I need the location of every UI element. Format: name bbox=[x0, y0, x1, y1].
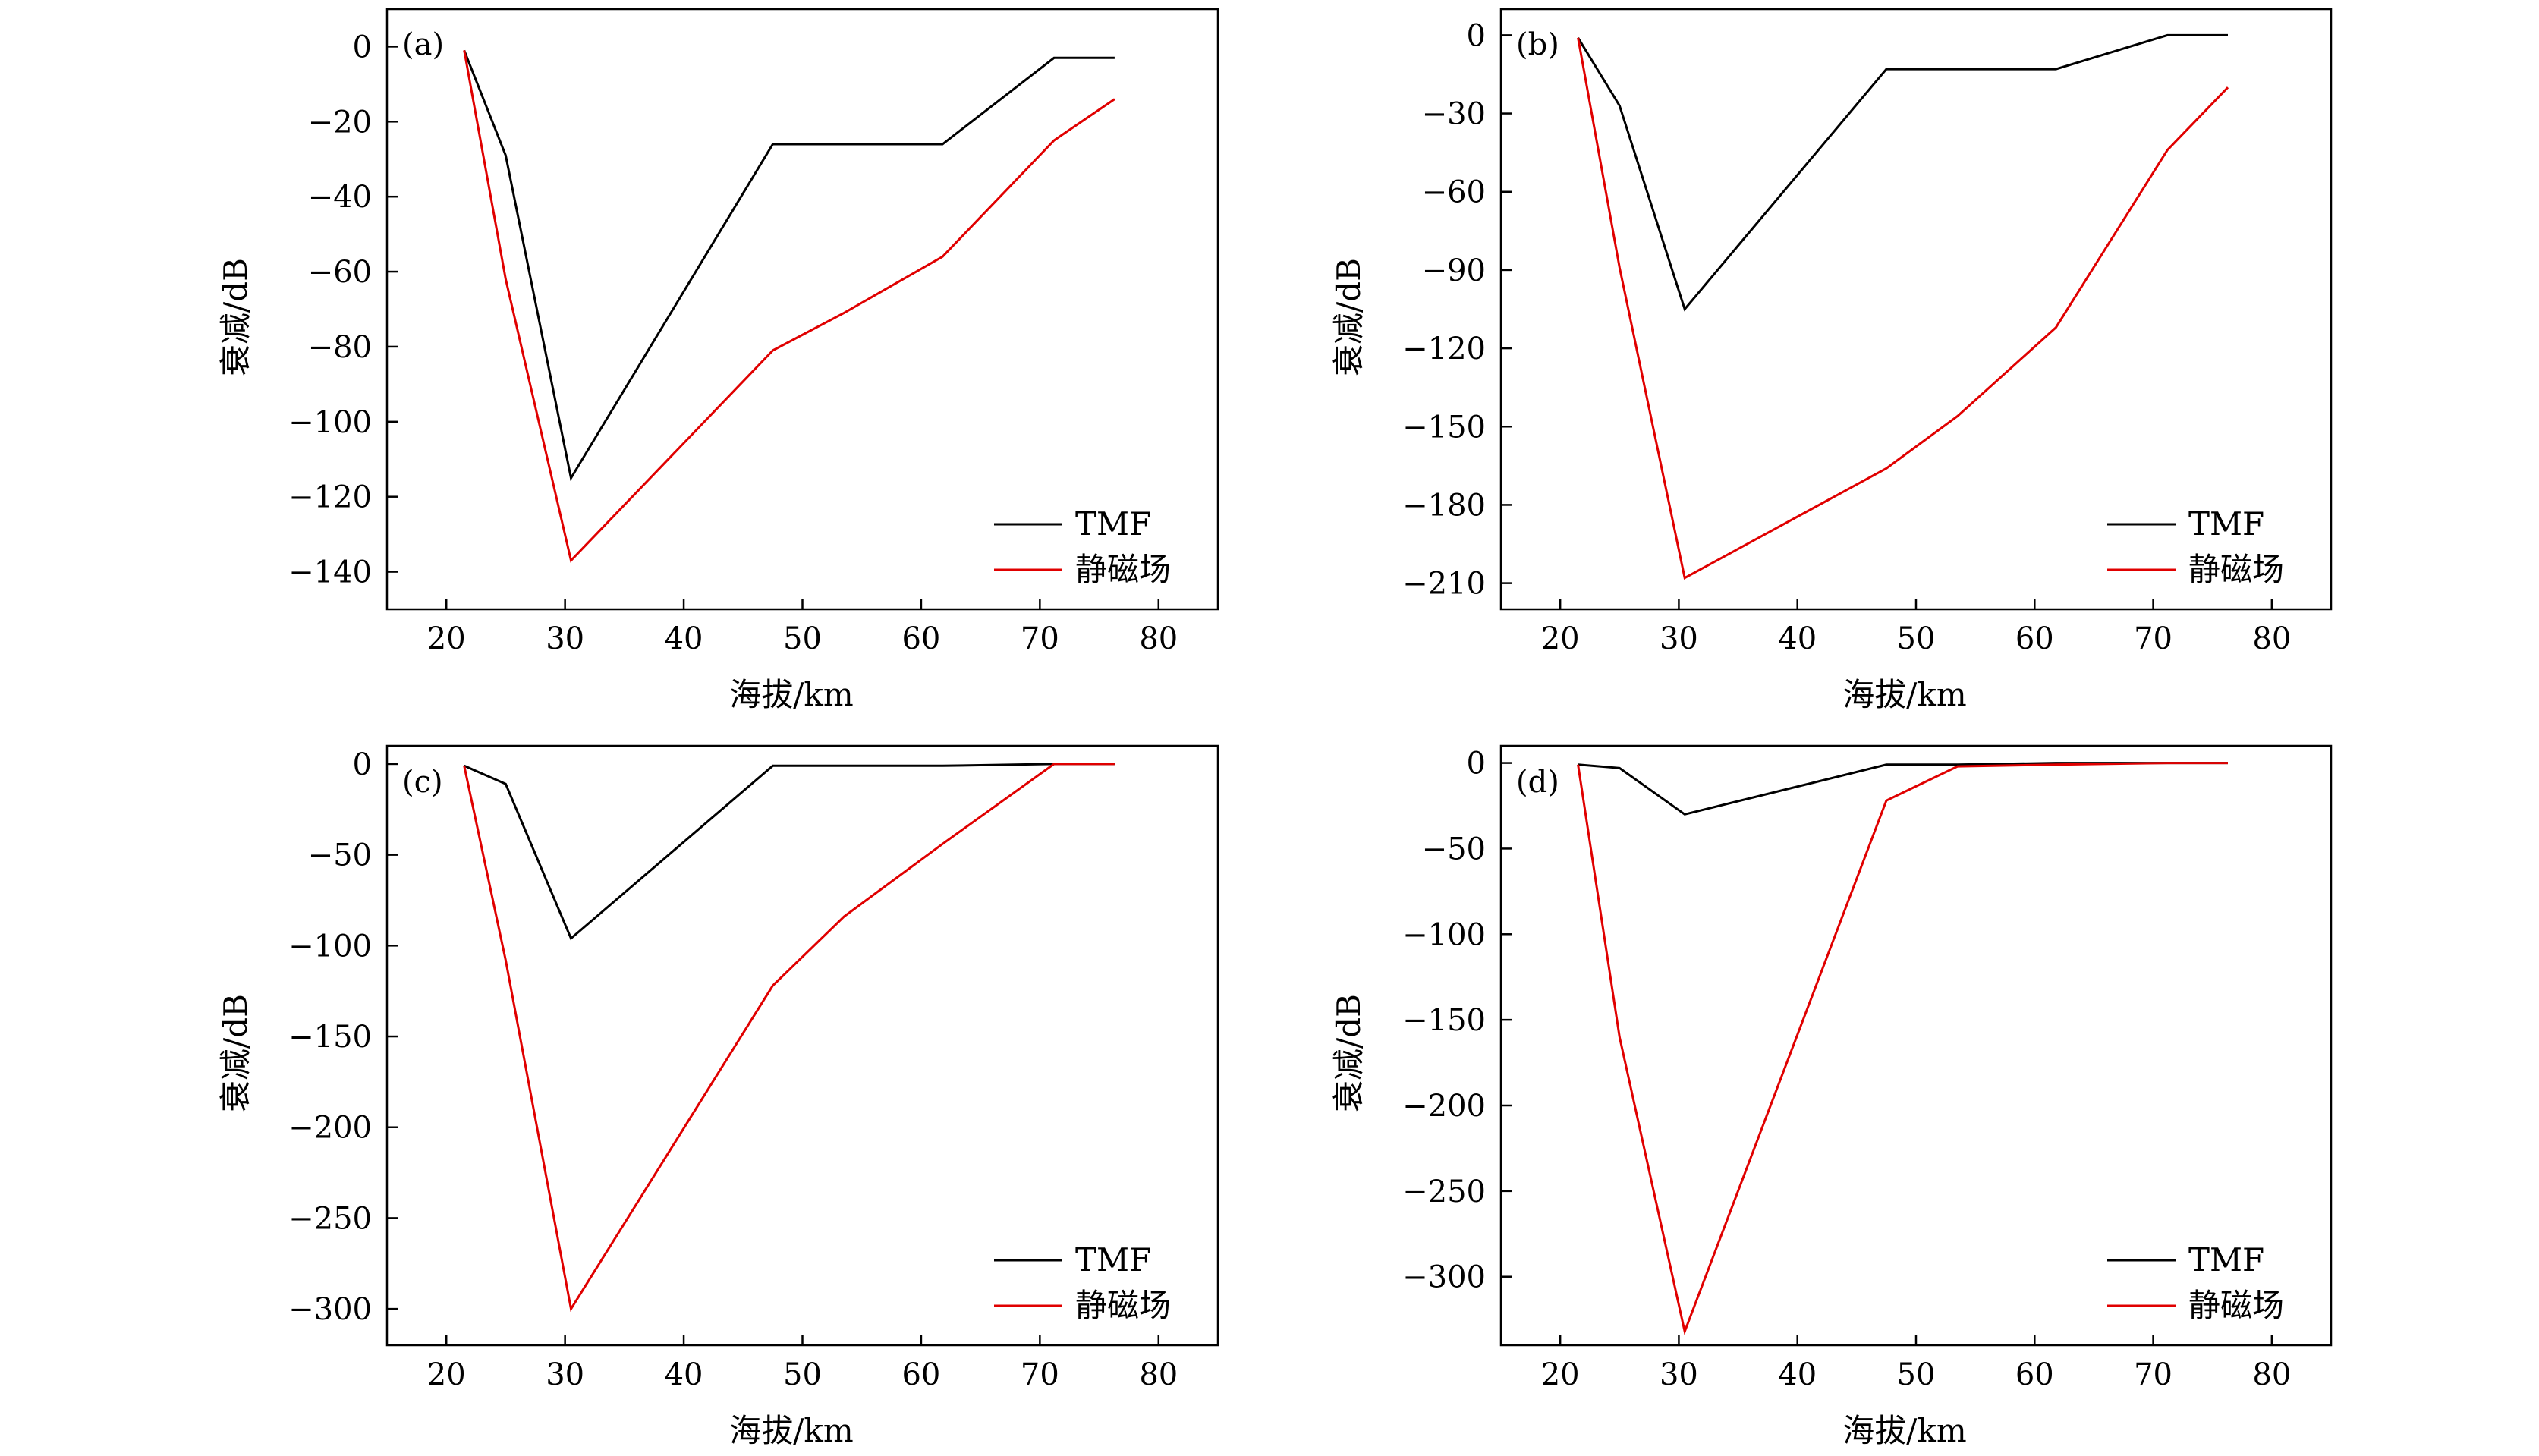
y-tick-label: −50 bbox=[308, 838, 372, 873]
x-axis-label: 海拔/km bbox=[1842, 1412, 1966, 1449]
y-tick-label: −60 bbox=[308, 255, 372, 290]
series-line-tmf bbox=[464, 763, 1115, 941]
y-tick-label: 0 bbox=[1467, 18, 1486, 53]
x-tick-label: 20 bbox=[427, 1357, 466, 1392]
series-line-static-field bbox=[463, 50, 1115, 563]
x-tick-label: 20 bbox=[1541, 621, 1580, 656]
x-tick-label: 60 bbox=[2015, 621, 2054, 656]
x-tick-label: 50 bbox=[1897, 1357, 1936, 1392]
y-axis-label: 衰减/dB bbox=[1330, 994, 1367, 1112]
panel-label: (a) bbox=[402, 27, 444, 62]
x-tick-label: 60 bbox=[901, 1357, 940, 1392]
x-tick-label: 40 bbox=[1778, 1357, 1817, 1392]
series-line-static-field bbox=[463, 763, 1115, 1313]
y-tick-label: 0 bbox=[353, 747, 372, 782]
x-tick-label: 80 bbox=[1139, 621, 1178, 656]
x-tick-label: 70 bbox=[1021, 1357, 1059, 1392]
x-tick-label: 30 bbox=[546, 1357, 584, 1392]
y-axis-label: 衰减/dB bbox=[217, 258, 254, 376]
x-tick-label: 80 bbox=[2252, 621, 2291, 656]
x-tick-label: 70 bbox=[1021, 621, 1059, 656]
panel-label: (b) bbox=[1516, 27, 1559, 62]
series-line-static-field bbox=[1577, 762, 2228, 1336]
x-tick-label: 60 bbox=[2015, 1357, 2054, 1392]
x-tick-label: 80 bbox=[2252, 1357, 2291, 1392]
legend-label: 静磁场 bbox=[2188, 551, 2284, 588]
legend-label: TMF bbox=[1075, 1241, 1151, 1278]
y-tick-label: −80 bbox=[308, 330, 372, 365]
x-tick-label: 20 bbox=[427, 621, 466, 656]
x-axis-label: 海拔/km bbox=[729, 1412, 853, 1449]
y-tick-label: −140 bbox=[288, 555, 372, 590]
y-axis-label: 衰减/dB bbox=[1330, 258, 1367, 376]
x-tick-label: 50 bbox=[783, 621, 822, 656]
series-line-static-field bbox=[1577, 37, 2229, 580]
series-line-tmf bbox=[1577, 33, 2228, 312]
y-tick-label: 0 bbox=[353, 30, 372, 64]
legend-label: 静磁场 bbox=[1075, 551, 1171, 588]
y-tick-label: −200 bbox=[288, 1111, 372, 1146]
x-tick-label: 30 bbox=[1660, 1357, 1698, 1392]
y-tick-label: −20 bbox=[308, 105, 372, 140]
x-axis-label: 海拔/km bbox=[729, 676, 853, 713]
panel-label: (d) bbox=[1516, 765, 1559, 800]
y-tick-label: −50 bbox=[1422, 832, 1486, 866]
x-tick-label: 70 bbox=[2134, 1357, 2172, 1392]
x-tick-label: 40 bbox=[665, 1357, 703, 1392]
y-tick-label: −250 bbox=[1402, 1175, 1486, 1209]
y-tick-label: −100 bbox=[288, 405, 372, 440]
y-tick-label: −300 bbox=[288, 1292, 372, 1327]
x-tick-label: 40 bbox=[1778, 621, 1817, 656]
y-tick-label: −120 bbox=[1402, 332, 1486, 366]
y-tick-label: −200 bbox=[1402, 1089, 1486, 1124]
x-tick-label: 40 bbox=[665, 621, 703, 656]
y-tick-label: −30 bbox=[1422, 97, 1486, 132]
y-tick-label: −250 bbox=[288, 1201, 372, 1236]
chart-panel: (a) 海拔/km 衰减/dB 20 30 40 50 60 70 80 0 −20 −40 −60… bbox=[217, 8, 1219, 713]
panel-label: (c) bbox=[402, 765, 443, 800]
x-tick-label: 30 bbox=[546, 621, 584, 656]
x-tick-label: 50 bbox=[783, 1357, 822, 1392]
x-tick-label: 20 bbox=[1541, 1357, 1580, 1392]
y-tick-label: −150 bbox=[1402, 1003, 1486, 1038]
legend-label: 静磁场 bbox=[1075, 1287, 1171, 1324]
y-tick-label: −100 bbox=[288, 929, 372, 964]
x-axis-label: 海拔/km bbox=[1842, 676, 1966, 713]
x-tick-label: 80 bbox=[1139, 1357, 1178, 1392]
y-tick-label: −60 bbox=[1422, 175, 1486, 210]
chart-panel: (d) 海拔/km 衰减/dB 20 30 40 50 60 70 80 0 −50 −100 −1… bbox=[1330, 744, 2333, 1449]
chart-panel: (c) 海拔/km 衰减/dB 20 30 40 50 60 70 80 0 −50 −100 −1… bbox=[217, 744, 1219, 1449]
x-tick-label: 50 bbox=[1897, 621, 1936, 656]
y-tick-label: −150 bbox=[1402, 410, 1486, 445]
y-tick-label: −100 bbox=[1402, 917, 1486, 952]
y-tick-label: 0 bbox=[1467, 747, 1486, 781]
legend-label: TMF bbox=[2188, 505, 2264, 542]
legend-label: 静磁场 bbox=[2188, 1287, 2284, 1324]
y-tick-label: −180 bbox=[1402, 488, 1486, 523]
y-tick-label: −300 bbox=[1402, 1260, 1486, 1295]
series-line-tmf bbox=[463, 49, 1115, 482]
x-tick-label: 70 bbox=[2134, 621, 2172, 656]
chart-panel: (b) 海拔/km 衰减/dB 20 30 40 50 60 70 80 0 −30 −60 −90… bbox=[1330, 8, 2333, 713]
y-axis-label: 衰减/dB bbox=[217, 994, 254, 1112]
y-tick-label: −40 bbox=[308, 180, 372, 215]
x-tick-label: 30 bbox=[1660, 621, 1698, 656]
y-tick-label: −90 bbox=[1422, 253, 1486, 288]
y-tick-label: −210 bbox=[1402, 567, 1486, 602]
legend-label: TMF bbox=[1075, 505, 1151, 542]
legend-label: TMF bbox=[2188, 1241, 2264, 1278]
y-tick-label: −150 bbox=[288, 1020, 372, 1055]
y-tick-label: −120 bbox=[288, 480, 372, 515]
x-tick-label: 60 bbox=[901, 621, 940, 656]
